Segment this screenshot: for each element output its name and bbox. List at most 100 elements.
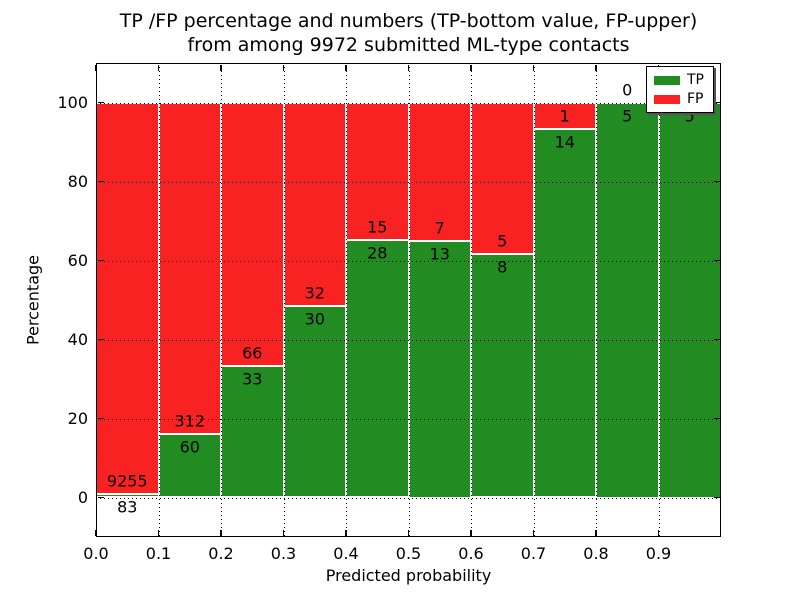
bar-label-tp: 28 (367, 243, 388, 263)
y-tick-label: 40 (67, 329, 88, 349)
x-tick-label: 0.5 (395, 544, 422, 563)
x-tick-mark (657, 529, 660, 536)
x-tick-mark-top (407, 64, 410, 71)
bar-segment-fp (471, 102, 534, 255)
y-tick-mark (97, 180, 104, 183)
x-tick-label: 0.6 (458, 544, 484, 563)
bar-segment-tp (221, 365, 284, 498)
gridline-vertical (283, 63, 285, 537)
x-tick-mark (345, 529, 347, 536)
gridline-vertical (158, 63, 160, 537)
gridline-vertical (346, 63, 347, 537)
y-tick-mark (97, 338, 104, 341)
x-tick-label: 0.3 (270, 544, 297, 563)
y-tick-label: 60 (67, 250, 88, 270)
x-tick-mark-top (157, 64, 160, 71)
x-axis-label: Predicted probability (325, 566, 492, 585)
x-tick-mark-top (470, 64, 472, 71)
y-tick-label: 80 (67, 171, 88, 191)
bar-segment-fp (221, 102, 284, 366)
bar-label-tp: 13 (429, 244, 450, 264)
bar-segment-fp (96, 102, 159, 494)
chart-title-line1: TP /FP percentage and numbers (TP-bottom… (119, 10, 698, 32)
legend-swatch-tp (654, 75, 680, 85)
x-tick-mark-top (345, 64, 347, 71)
y-tick-label: 20 (67, 408, 88, 428)
bar-label-tp: 14 (554, 132, 575, 152)
bar-label-fp: 7 (434, 218, 445, 238)
x-tick-mark (407, 529, 410, 536)
x-tick-label: 0.0 (83, 544, 109, 563)
legend: TP FP (646, 66, 714, 113)
gridline-vertical (596, 63, 597, 537)
gridline-vertical (471, 63, 472, 537)
bar-segment-tp (533, 128, 596, 498)
gridline-horizontal (96, 102, 721, 104)
x-tick-mark (157, 529, 160, 536)
bar-label-tp: 30 (304, 309, 325, 329)
x-tick-label: 0.7 (520, 544, 547, 563)
legend-swatch-fp (654, 94, 680, 104)
bar-label-tp: 8 (497, 257, 508, 277)
bar-segment-tp (283, 306, 346, 498)
x-tick-mark (595, 529, 597, 536)
bar-segment-fp (408, 102, 471, 241)
gridline-horizontal (96, 418, 721, 420)
x-tick-mark (95, 529, 97, 536)
gridline-horizontal (96, 497, 721, 499)
x-tick-mark-top (95, 64, 97, 71)
y-tick-mark-right (713, 338, 720, 341)
legend-label: TP (687, 72, 704, 88)
bar-segment-tp (471, 254, 534, 498)
x-tick-mark (220, 529, 222, 536)
x-tick-mark (470, 529, 472, 536)
bar-label-tp: 83 (117, 497, 138, 517)
gridline-horizontal (96, 339, 721, 341)
x-tick-mark-top (532, 64, 535, 71)
bar-segment-tp (408, 240, 471, 498)
chart-title-line2: from among 9972 submitted ML-type contac… (187, 34, 630, 56)
bar-label-tp: 5 (622, 106, 633, 125)
legend-item-tp: TP (654, 73, 706, 87)
bar-label-fp: 1 (559, 106, 570, 126)
bar-label-tp: 33 (242, 369, 263, 389)
y-tick-mark (97, 417, 104, 420)
chart-title: TP /FP percentage and numbers (TP-bottom… (96, 9, 721, 57)
bar-label-fp: 0 (622, 80, 633, 99)
bar-label-fp: 9255 (106, 471, 148, 491)
x-tick-mark-top (595, 64, 597, 71)
legend-item-fp: FP (654, 92, 706, 106)
y-tick-mark-right (713, 259, 720, 262)
bar-label-fp: 5 (497, 231, 508, 251)
y-tick-mark (97, 101, 104, 104)
gridline-horizontal (96, 260, 721, 262)
gridline-horizontal (96, 181, 721, 183)
y-tick-mark (97, 496, 104, 499)
y-tick-mark-right (713, 180, 720, 183)
bar-label-fp: 312 (174, 411, 206, 431)
legend-label: FP (687, 91, 704, 107)
x-tick-mark (532, 529, 535, 536)
x-tick-label: 0.2 (208, 544, 234, 563)
bar-label-fp: 32 (304, 283, 325, 303)
y-tick-mark (97, 259, 104, 262)
x-tick-mark (282, 529, 285, 536)
y-tick-mark-right (713, 101, 720, 104)
x-tick-label: 0.8 (583, 544, 609, 563)
bar-label-tp: 5 (684, 106, 695, 125)
bar-label-tp: 60 (179, 437, 200, 457)
y-tick-mark-right (713, 496, 720, 499)
x-tick-label: 0.4 (333, 544, 359, 563)
bar-segment-fp (346, 102, 409, 241)
bar-label-fp: 66 (242, 343, 263, 363)
bar-segment-fp (283, 102, 346, 307)
bar-label-fp: 15 (367, 217, 388, 237)
x-tick-label: 0.1 (145, 544, 172, 563)
gridline-vertical (658, 63, 660, 537)
x-tick-label: 0.9 (645, 544, 672, 563)
x-tick-mark-top (282, 64, 285, 71)
bar-segment-tp (346, 240, 409, 498)
y-tick-label: 100 (57, 92, 88, 112)
gridline-vertical (408, 63, 410, 537)
